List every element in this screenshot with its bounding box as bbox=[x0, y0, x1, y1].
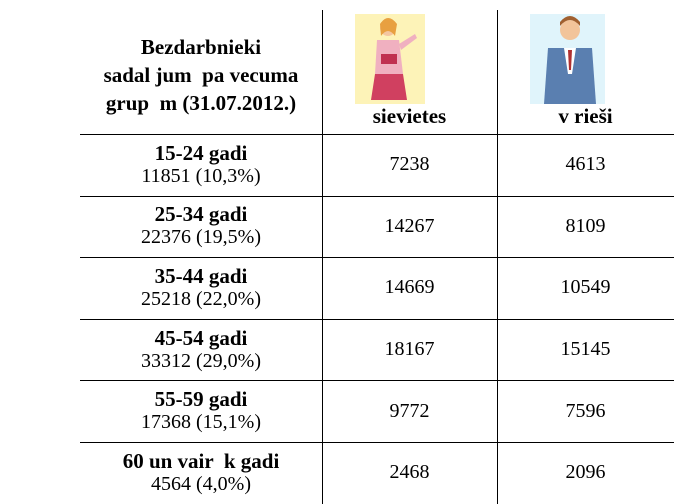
age-total: 17368 (15,1%) bbox=[141, 411, 261, 434]
women-count: 7238 bbox=[389, 153, 430, 176]
row-border bbox=[80, 318, 674, 320]
title-line: grup m (31.07.2012.) bbox=[105, 91, 297, 115]
women-count: 9772 bbox=[389, 399, 430, 422]
age-total: 25218 (22,0%) bbox=[141, 287, 261, 310]
row-label-cell: 25-34 gadi 22376 (19,5%) bbox=[80, 196, 322, 258]
men-count: 4613 bbox=[565, 153, 606, 176]
row-border bbox=[80, 380, 674, 382]
women-count: 18167 bbox=[384, 338, 435, 361]
men-count: 10549 bbox=[560, 276, 611, 299]
men-count: 2096 bbox=[565, 461, 606, 484]
title-line: sadal jum pa vecuma bbox=[103, 63, 299, 87]
age-group: 15-24 gadi bbox=[154, 140, 248, 165]
women-count: 14267 bbox=[384, 214, 435, 237]
title-line: Bezdarbnieki bbox=[140, 35, 262, 59]
woman-clipart bbox=[355, 14, 425, 104]
man-clipart bbox=[530, 14, 605, 104]
age-group: 45-54 gadi bbox=[154, 325, 248, 350]
row-label-cell: 55-59 gadi 17368 (15,1%) bbox=[80, 380, 322, 442]
row-label-cell: 45-54 gadi 33312 (29,0%) bbox=[80, 319, 322, 381]
men-count: 8109 bbox=[565, 214, 606, 237]
women-count: 14669 bbox=[384, 276, 435, 299]
column-border bbox=[497, 10, 498, 504]
age-group: 55-59 gadi bbox=[154, 387, 248, 412]
column-header: sievietes bbox=[372, 104, 447, 128]
column-border bbox=[322, 10, 323, 504]
age-total: 22376 (19,5%) bbox=[141, 226, 261, 249]
age-group: 25-34 gadi bbox=[154, 202, 248, 227]
row-border bbox=[80, 195, 674, 197]
age-total: 4564 (4,0%) bbox=[151, 472, 251, 495]
age-total: 33312 (29,0%) bbox=[141, 349, 261, 372]
row-label-cell: 35-44 gadi 25218 (22,0%) bbox=[80, 257, 322, 319]
row-border bbox=[80, 442, 674, 443]
age-group: 35-44 gadi bbox=[154, 263, 248, 288]
column-header: v rieši bbox=[558, 104, 613, 128]
title-cell: Bezdarbnieki sadal jum pa vecuma grup m … bbox=[80, 30, 322, 120]
women-count: 2468 bbox=[389, 461, 430, 484]
age-group: 60 un vair k gadi bbox=[122, 448, 280, 473]
age-total: 11851 (10,3%) bbox=[141, 164, 261, 187]
men-count: 15145 bbox=[560, 338, 611, 361]
row-border bbox=[80, 257, 674, 259]
men-count: 7596 bbox=[565, 399, 606, 422]
row-border bbox=[80, 134, 674, 135]
row-label-cell: 60 un vair k gadi 4564 (4,0%) bbox=[80, 442, 322, 504]
row-label-cell: 15-24 gadi 11851 (10,3%) bbox=[80, 134, 322, 196]
